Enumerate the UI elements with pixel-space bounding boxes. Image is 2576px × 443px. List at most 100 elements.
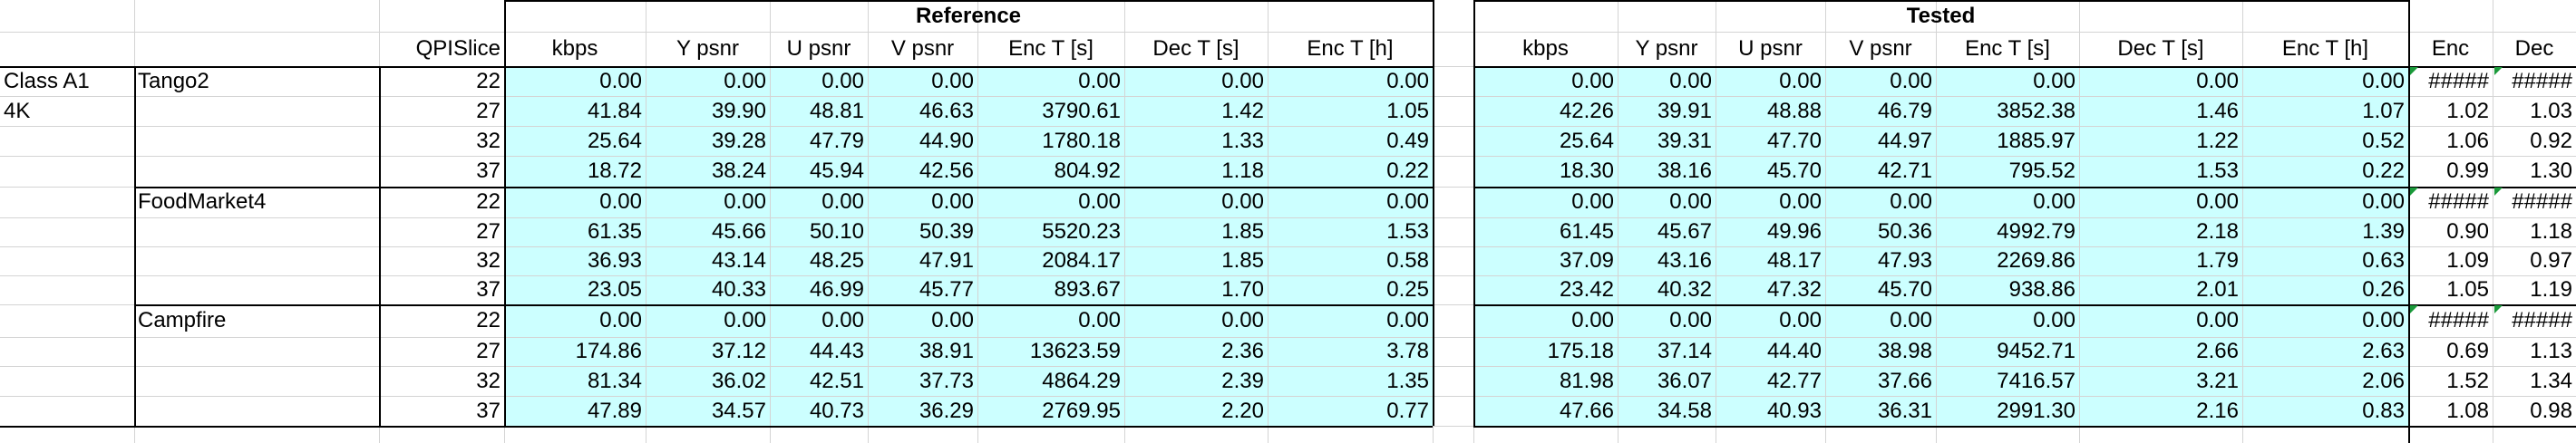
reference-value-cell[interactable]: 48.25 bbox=[809, 248, 864, 273]
tested-group-header[interactable]: Tested bbox=[1906, 3, 1976, 28]
qp-cell[interactable]: 32 bbox=[476, 248, 501, 273]
tested-column-header[interactable]: Enc T [s] bbox=[1965, 36, 2050, 61]
reference-value-cell[interactable]: 0.77 bbox=[1386, 398, 1429, 423]
reference-value-cell[interactable]: 0.00 bbox=[599, 189, 642, 214]
tested-value-cell[interactable]: 1885.97 bbox=[1997, 128, 2075, 153]
reference-value-cell[interactable]: 0.00 bbox=[1078, 189, 1121, 214]
reference-value-cell[interactable]: 42.56 bbox=[919, 159, 974, 183]
reference-value-cell[interactable]: 1.05 bbox=[1386, 98, 1429, 123]
reference-value-cell[interactable]: 0.00 bbox=[1386, 68, 1429, 93]
reference-value-cell[interactable]: 36.29 bbox=[919, 398, 974, 423]
tested-value-cell[interactable]: 45.70 bbox=[1877, 277, 1932, 302]
tested-value-cell[interactable]: 4992.79 bbox=[1997, 219, 2075, 244]
tested-value-cell[interactable]: 0.00 bbox=[1669, 68, 1712, 93]
qp-cell[interactable]: 22 bbox=[476, 308, 501, 332]
qp-cell[interactable]: 32 bbox=[476, 128, 501, 153]
tested-value-cell[interactable]: 2269.86 bbox=[1997, 248, 2075, 273]
reference-value-cell[interactable]: 23.05 bbox=[587, 277, 642, 302]
tested-value-cell[interactable]: 2991.30 bbox=[1997, 398, 2075, 423]
ratio-value-cell[interactable]: 0.92 bbox=[2530, 128, 2572, 153]
reference-value-cell[interactable]: 0.00 bbox=[1221, 68, 1264, 93]
tested-value-cell[interactable]: 0.26 bbox=[2362, 277, 2405, 302]
tested-value-cell[interactable]: 1.07 bbox=[2362, 98, 2405, 123]
reference-value-cell[interactable]: 5520.23 bbox=[1042, 219, 1121, 244]
tested-value-cell[interactable]: 2.18 bbox=[2196, 219, 2239, 244]
tested-value-cell[interactable]: 0.00 bbox=[2196, 189, 2239, 214]
reference-value-cell[interactable]: 40.33 bbox=[711, 277, 766, 302]
tested-value-cell[interactable]: 38.98 bbox=[1877, 339, 1932, 363]
tested-value-cell[interactable]: 42.77 bbox=[1766, 368, 1822, 393]
qp-cell[interactable]: 27 bbox=[476, 339, 501, 363]
tested-value-cell[interactable]: 61.45 bbox=[1559, 219, 1614, 244]
reference-value-cell[interactable]: 25.64 bbox=[587, 128, 642, 153]
tested-value-cell[interactable]: 23.42 bbox=[1559, 277, 1614, 302]
tested-value-cell[interactable]: 48.17 bbox=[1766, 248, 1822, 273]
tested-value-cell[interactable]: 1.79 bbox=[2196, 248, 2239, 273]
tested-value-cell[interactable]: 36.07 bbox=[1657, 368, 1712, 393]
tested-column-header[interactable]: V psnr bbox=[1849, 36, 1912, 61]
ratio-value-cell[interactable]: 1.09 bbox=[2446, 248, 2489, 273]
reference-value-cell[interactable]: 39.28 bbox=[711, 128, 766, 153]
tested-value-cell[interactable]: 2.01 bbox=[2196, 277, 2239, 302]
reference-value-cell[interactable]: 0.49 bbox=[1386, 128, 1429, 153]
reference-value-cell[interactable]: 0.25 bbox=[1386, 277, 1429, 302]
tested-value-cell[interactable]: 40.93 bbox=[1766, 398, 1822, 423]
tested-value-cell[interactable]: 42.71 bbox=[1877, 159, 1932, 183]
tested-value-cell[interactable]: 0.00 bbox=[1779, 308, 1822, 332]
reference-column-header[interactable]: U psnr bbox=[786, 36, 851, 61]
reference-value-cell[interactable]: 36.93 bbox=[587, 248, 642, 273]
sequence-name[interactable]: FoodMarket4 bbox=[138, 189, 267, 214]
tested-value-cell[interactable]: 0.00 bbox=[2196, 308, 2239, 332]
reference-value-cell[interactable]: 42.51 bbox=[809, 368, 864, 393]
reference-value-cell[interactable]: 48.81 bbox=[809, 98, 864, 123]
ratio-value-cell[interactable]: ##### bbox=[2512, 68, 2572, 93]
reference-value-cell[interactable]: 0.00 bbox=[1221, 189, 1264, 214]
reference-column-header[interactable]: Enc T [s] bbox=[1008, 36, 1094, 61]
reference-value-cell[interactable]: 45.94 bbox=[809, 159, 864, 183]
tested-value-cell[interactable]: 39.91 bbox=[1657, 98, 1712, 123]
tested-value-cell[interactable]: 0.00 bbox=[1779, 189, 1822, 214]
tested-value-cell[interactable]: 1.46 bbox=[2196, 98, 2239, 123]
tested-value-cell[interactable]: 45.67 bbox=[1657, 219, 1712, 244]
reference-value-cell[interactable]: 0.00 bbox=[931, 189, 974, 214]
reference-value-cell[interactable]: 61.35 bbox=[587, 219, 642, 244]
reference-value-cell[interactable]: 50.10 bbox=[809, 219, 864, 244]
tested-value-cell[interactable]: 938.86 bbox=[2008, 277, 2075, 302]
reference-value-cell[interactable]: 41.84 bbox=[587, 98, 642, 123]
tested-value-cell[interactable]: 36.31 bbox=[1877, 398, 1932, 423]
tested-value-cell[interactable]: 0.00 bbox=[1890, 68, 1932, 93]
tested-value-cell[interactable]: 47.66 bbox=[1559, 398, 1614, 423]
reference-value-cell[interactable]: 1.35 bbox=[1386, 368, 1429, 393]
qp-cell[interactable]: 37 bbox=[476, 277, 501, 302]
reference-value-cell[interactable]: 0.00 bbox=[724, 308, 766, 332]
reference-value-cell[interactable]: 2084.17 bbox=[1042, 248, 1121, 273]
reference-value-cell[interactable]: 46.63 bbox=[919, 98, 974, 123]
ratio-value-cell[interactable]: ##### bbox=[2428, 189, 2489, 214]
reference-value-cell[interactable]: 37.73 bbox=[919, 368, 974, 393]
reference-value-cell[interactable]: 37.12 bbox=[711, 339, 766, 363]
tested-value-cell[interactable]: 0.00 bbox=[1890, 308, 1932, 332]
tested-value-cell[interactable]: 9452.71 bbox=[1997, 339, 2075, 363]
tested-column-header[interactable]: Dec T [s] bbox=[2117, 36, 2204, 61]
reference-value-cell[interactable]: 0.00 bbox=[931, 308, 974, 332]
tested-value-cell[interactable]: 0.00 bbox=[1779, 68, 1822, 93]
class-label[interactable]: Class A1 bbox=[4, 68, 90, 93]
reference-column-header[interactable]: kbps bbox=[551, 36, 598, 61]
reference-value-cell[interactable]: 0.00 bbox=[599, 308, 642, 332]
reference-value-cell[interactable]: 0.00 bbox=[821, 308, 864, 332]
tested-value-cell[interactable]: 38.16 bbox=[1657, 159, 1712, 183]
ratio-value-cell[interactable]: ##### bbox=[2512, 308, 2572, 332]
ratio-value-cell[interactable]: ##### bbox=[2428, 68, 2489, 93]
reference-value-cell[interactable]: 2769.95 bbox=[1042, 398, 1121, 423]
reference-value-cell[interactable]: 0.00 bbox=[1078, 308, 1121, 332]
qp-cell[interactable]: 22 bbox=[476, 189, 501, 214]
reference-value-cell[interactable]: 50.39 bbox=[919, 219, 974, 244]
tested-value-cell[interactable]: 0.00 bbox=[1890, 189, 1932, 214]
tested-value-cell[interactable]: 0.00 bbox=[2033, 308, 2075, 332]
reference-value-cell[interactable]: 1780.18 bbox=[1042, 128, 1121, 153]
tested-value-cell[interactable]: 37.66 bbox=[1877, 368, 1932, 393]
tested-column-header[interactable]: U psnr bbox=[1738, 36, 1803, 61]
tested-value-cell[interactable]: 0.00 bbox=[2033, 68, 2075, 93]
reference-group-header[interactable]: Reference bbox=[915, 3, 1022, 28]
tested-value-cell[interactable]: 81.98 bbox=[1559, 368, 1614, 393]
